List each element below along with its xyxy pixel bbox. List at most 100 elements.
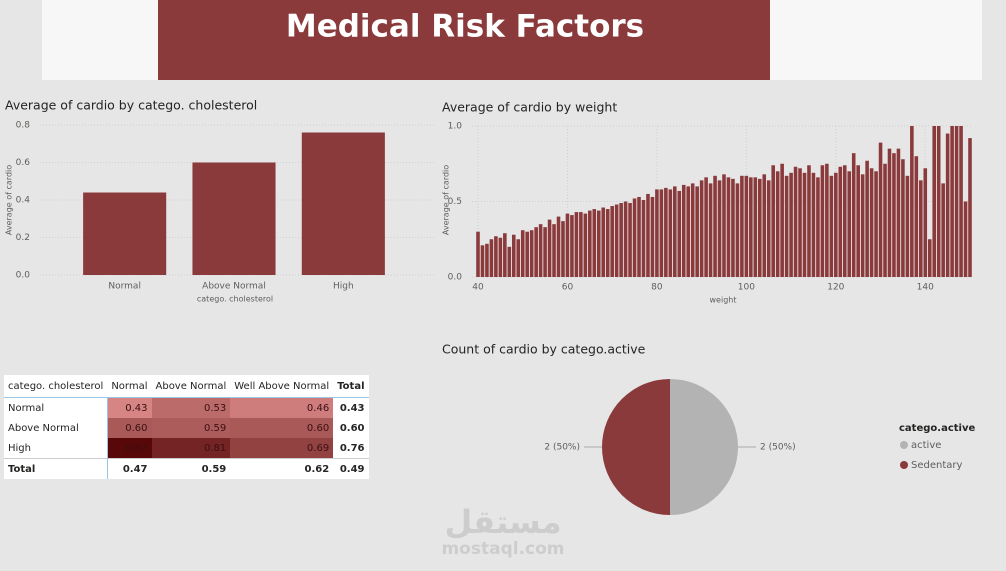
table-cell: 0.60 xyxy=(339,422,365,434)
x-tick-label: 120 xyxy=(827,283,844,293)
bar xyxy=(192,162,276,275)
bar xyxy=(507,246,512,277)
bar xyxy=(842,165,847,277)
table-cell: 0.69 xyxy=(230,438,334,459)
bar xyxy=(945,133,950,277)
legend-swatch xyxy=(900,441,908,449)
bar xyxy=(628,203,632,277)
bar xyxy=(511,234,516,277)
pie-slice xyxy=(602,379,670,515)
bar xyxy=(762,174,767,277)
bar xyxy=(954,126,959,277)
bar xyxy=(681,184,686,277)
bar xyxy=(498,237,503,277)
bar xyxy=(650,196,655,277)
legend-title: catego.active xyxy=(899,423,975,434)
bar xyxy=(552,224,556,277)
bar xyxy=(914,156,919,277)
table-cell: 0.43 xyxy=(339,402,365,414)
bar xyxy=(592,209,597,277)
header-box xyxy=(158,0,770,80)
bar xyxy=(565,213,570,277)
header-cell: Well Above Normal xyxy=(230,375,334,398)
bar xyxy=(798,168,802,277)
bar xyxy=(766,180,771,277)
data-label: 2 (50%) xyxy=(760,443,796,453)
bar xyxy=(807,165,811,277)
chart-title: Count of cardio by catego.active xyxy=(442,342,646,357)
table-cell: 0.59 xyxy=(151,458,231,479)
y-tick-label: 0.6 xyxy=(16,158,31,168)
bar xyxy=(655,189,659,277)
bar xyxy=(503,233,507,277)
page-title: Medical Risk Factors xyxy=(286,9,644,45)
bar xyxy=(847,171,852,277)
pie-slice xyxy=(670,379,738,515)
chart-title: Average of cardio by catego. cholesterol xyxy=(5,98,257,113)
bar xyxy=(704,177,708,277)
bar xyxy=(601,207,606,277)
bar xyxy=(726,177,731,277)
bar xyxy=(793,166,798,277)
bar xyxy=(771,165,775,277)
bar xyxy=(923,168,928,277)
bar xyxy=(637,196,641,277)
bar xyxy=(596,210,601,277)
bar xyxy=(588,210,592,277)
x-tick-label: 100 xyxy=(738,283,755,293)
bar xyxy=(489,239,494,277)
bar xyxy=(614,204,619,277)
table-cell: 0.81 xyxy=(151,438,231,459)
bar xyxy=(570,215,574,277)
header-cell: Normal xyxy=(107,375,152,398)
bar xyxy=(860,174,865,277)
bar xyxy=(664,187,668,277)
bar xyxy=(896,148,901,277)
y-tick-label: 1.0 xyxy=(448,122,463,132)
bar xyxy=(543,227,547,277)
x-tick-label: 60 xyxy=(562,283,574,293)
bar xyxy=(789,172,793,277)
y-tick-label: 0.0 xyxy=(448,273,463,283)
bar xyxy=(968,138,972,277)
bar xyxy=(784,175,789,277)
bar xyxy=(83,192,167,275)
table-cell: Above Normal xyxy=(8,422,79,434)
legend-swatch xyxy=(900,461,908,469)
bar xyxy=(619,203,623,277)
bar xyxy=(865,160,869,277)
bar xyxy=(775,171,780,277)
bar xyxy=(887,148,892,277)
table-row: Normal 0.43 0.53 0.46 0.43 xyxy=(4,397,369,418)
bar xyxy=(878,142,883,277)
table-row: Total 0.47 0.59 0.62 0.49 xyxy=(4,458,369,479)
y-axis-label: Average of cardio xyxy=(5,165,14,235)
y-tick-label: 0.8 xyxy=(16,121,31,131)
header-row: catego. cholesterol Normal Above Normal Wel… xyxy=(4,375,369,398)
bar xyxy=(561,221,565,277)
bar xyxy=(959,126,963,277)
bar xyxy=(641,199,646,277)
bar xyxy=(547,219,552,277)
bar xyxy=(485,243,489,277)
bar xyxy=(753,177,758,277)
bar xyxy=(717,180,722,277)
bar xyxy=(632,198,637,277)
bar xyxy=(605,209,610,277)
matrix-table: catego. cholesterol Normal Above Normal Wel… xyxy=(4,375,369,479)
legend-label: active xyxy=(911,440,941,451)
x-tick-label: High xyxy=(333,282,354,292)
bar xyxy=(722,174,726,277)
bar xyxy=(731,178,735,277)
bar xyxy=(534,227,538,277)
header-cell: Total xyxy=(333,375,369,398)
bar xyxy=(556,216,561,277)
bar xyxy=(780,163,784,277)
bar xyxy=(950,126,954,277)
table-row: High 0.92 0.81 0.69 0.76 xyxy=(4,438,369,459)
table-cell: 0.47 xyxy=(106,458,152,479)
y-tick-label: 0.2 xyxy=(16,233,30,243)
bar xyxy=(905,175,910,277)
table-cell: 0.49 xyxy=(333,458,369,479)
